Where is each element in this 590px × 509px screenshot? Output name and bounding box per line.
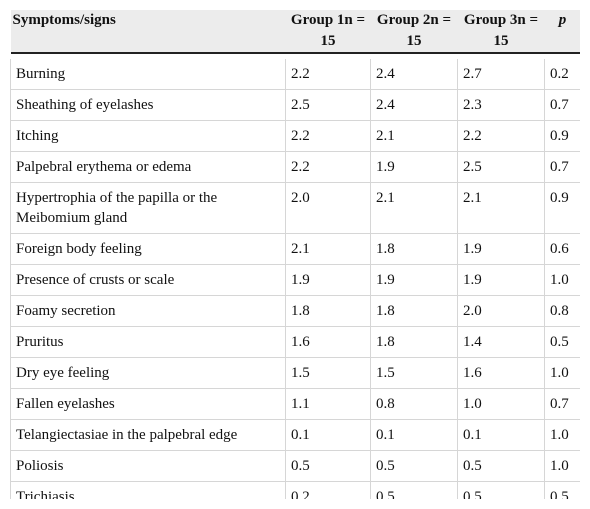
cell-group-1: 2.2 [285, 59, 371, 90]
table-row: Presence of crusts or scale 1.9 1.9 1.9 1.0 [10, 264, 580, 296]
cell-group-3: 0.5 [457, 481, 545, 499]
cell-symptom: Dry eye feeling [10, 357, 286, 389]
cell-symptom: Foamy secretion [10, 295, 286, 327]
cell-group-2: 1.8 [370, 233, 458, 265]
table-row: Foamy secretion 1.8 1.8 2.0 0.8 [10, 295, 580, 327]
cell-group-1: 1.5 [285, 357, 371, 389]
cell-p-value: 0.9 [544, 120, 580, 152]
cell-group-1: 1.1 [285, 388, 371, 420]
cell-group-3: 2.5 [457, 151, 545, 183]
cell-p-value: 0.5 [544, 326, 580, 358]
cell-group-3: 1.6 [457, 357, 545, 389]
table-row: Hypertrophia of the papilla or the Meibo… [10, 182, 580, 234]
cell-group-3: 2.0 [457, 295, 545, 327]
cell-group-2: 2.4 [370, 89, 458, 121]
cell-group-3: 2.1 [457, 182, 545, 234]
cell-symptom: Presence of crusts or scale [10, 264, 286, 296]
cell-symptom: Fallen eyelashes [10, 388, 286, 420]
cell-symptom: Burning [10, 59, 286, 90]
cell-group-2: 1.9 [370, 264, 458, 296]
table-row: Telangiectasiae in the palpebral edge 0.1… [10, 419, 580, 451]
cell-symptom: Sheathing of eyelashes [10, 89, 286, 121]
header-symptoms-signs: Symptoms/signs [10, 10, 286, 54]
cell-group-2: 0.8 [370, 388, 458, 420]
cell-group-3: 0.5 [457, 450, 545, 482]
cell-symptom: Telangiectasiae in the palpebral edge [10, 419, 286, 451]
table-row: Sheathing of eyelashes 2.5 2.4 2.3 0.7 [10, 89, 580, 121]
cell-group-1: 2.2 [285, 120, 371, 152]
cell-symptom: Poliosis [10, 450, 286, 482]
cell-group-1: 0.5 [285, 450, 371, 482]
cell-group-2: 0.5 [370, 450, 458, 482]
cell-group-3: 1.4 [457, 326, 545, 358]
cell-group-2: 1.9 [370, 151, 458, 183]
cell-group-2: 0.5 [370, 481, 458, 499]
cell-group-3: 1.9 [457, 264, 545, 296]
header-p-value: p [544, 10, 580, 54]
symptoms-table-container: Symptoms/signs Group 1n = 15 Group 2n = … [10, 10, 580, 499]
cell-symptom: Pruritus [10, 326, 286, 358]
cell-group-2: 2.1 [370, 120, 458, 152]
cell-group-3: 2.3 [457, 89, 545, 121]
cell-p-value: 1.0 [544, 419, 580, 451]
cell-p-value: 1.0 [544, 357, 580, 389]
cell-p-value: 0.2 [544, 59, 580, 90]
table-row: Trichiasis 0.2 0.5 0.5 0.5 [10, 481, 580, 499]
header-group-1: Group 1n = 15 [285, 10, 371, 54]
cell-group-1: 2.2 [285, 151, 371, 183]
cell-group-1: 2.0 [285, 182, 371, 234]
cell-p-value: 0.7 [544, 89, 580, 121]
cell-p-value: 0.8 [544, 295, 580, 327]
cell-group-1: 2.1 [285, 233, 371, 265]
cell-group-3: 2.7 [457, 59, 545, 90]
cell-symptom: Itching [10, 120, 286, 152]
cell-p-value: 0.5 [544, 481, 580, 499]
cell-group-3: 2.2 [457, 120, 545, 152]
cell-symptom: Trichiasis [10, 481, 286, 499]
cell-symptom: Foreign body feeling [10, 233, 286, 265]
cell-group-1: 1.8 [285, 295, 371, 327]
table-body: Burning 2.2 2.4 2.7 0.2 Sheathing of eyelashe… [10, 53, 580, 499]
cell-p-value: 0.6 [544, 233, 580, 265]
symptoms-table: Symptoms/signs Group 1n = 15 Group 2n = … [10, 10, 580, 499]
cell-group-2: 2.4 [370, 59, 458, 90]
cell-p-value: 0.7 [544, 151, 580, 183]
table-row: Fallen eyelashes 1.1 0.8 1.0 0.7 [10, 388, 580, 420]
cell-p-value: 0.9 [544, 182, 580, 234]
cell-symptom: Palpebral erythema or edema [10, 151, 286, 183]
cell-group-2: 0.1 [370, 419, 458, 451]
table-row: Pruritus 1.6 1.8 1.4 0.5 [10, 326, 580, 358]
cell-group-2: 1.8 [370, 326, 458, 358]
cell-group-2: 1.5 [370, 357, 458, 389]
cell-group-2: 1.8 [370, 295, 458, 327]
cell-group-2: 2.1 [370, 182, 458, 234]
cell-group-3: 0.1 [457, 419, 545, 451]
cell-p-value: 0.7 [544, 388, 580, 420]
table-row: Burning 2.2 2.4 2.7 0.2 [10, 59, 580, 90]
cell-group-1: 1.9 [285, 264, 371, 296]
table-row: Palpebral erythema or edema 2.2 1.9 2.5 0.7 [10, 151, 580, 183]
cell-group-1: 2.5 [285, 89, 371, 121]
table-row: Dry eye feeling 1.5 1.5 1.6 1.0 [10, 357, 580, 389]
header-group-3: Group 3n = 15 [457, 10, 545, 54]
table-row: Foreign body feeling 2.1 1.8 1.9 0.6 [10, 233, 580, 265]
cell-group-1: 0.1 [285, 419, 371, 451]
table-header: Symptoms/signs Group 1n = 15 Group 2n = … [10, 10, 580, 54]
cell-symptom: Hypertrophia of the papilla or the Meibo… [10, 182, 286, 234]
header-group-2: Group 2n = 15 [370, 10, 458, 54]
cell-group-3: 1.9 [457, 233, 545, 265]
cell-group-1: 1.6 [285, 326, 371, 358]
table-row: Itching 2.2 2.1 2.2 0.9 [10, 120, 580, 152]
cell-group-3: 1.0 [457, 388, 545, 420]
cell-p-value: 1.0 [544, 264, 580, 296]
cell-p-value: 1.0 [544, 450, 580, 482]
cell-group-1: 0.2 [285, 481, 371, 499]
table-row: Poliosis 0.5 0.5 0.5 1.0 [10, 450, 580, 482]
